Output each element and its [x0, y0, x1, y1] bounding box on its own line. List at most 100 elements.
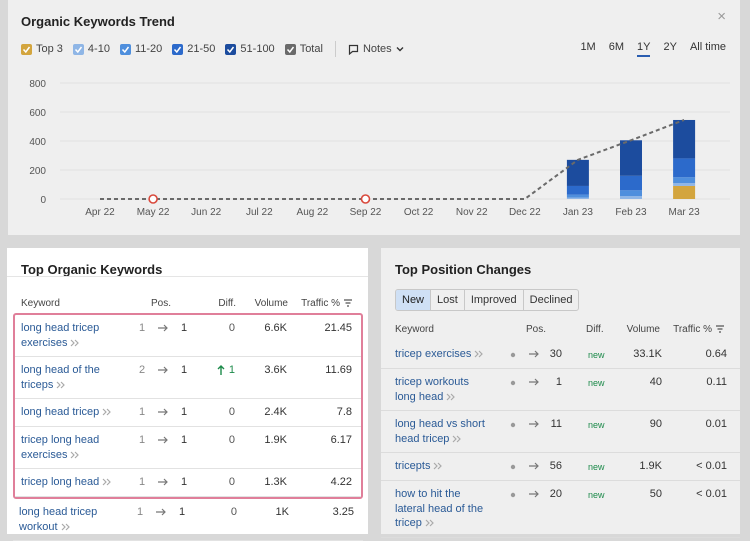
- keyword-text: long head of the triceps: [21, 364, 100, 391]
- difference: new: [588, 420, 605, 430]
- x-tick-label: Aug 22: [297, 207, 329, 218]
- change-row: tricep exercises 30 new 33.1K 0.64: [381, 341, 740, 369]
- trend-chart: 0 200 400 600 800 Apr 22 May 22 Jun 22 Jul 22 Aug…: [29, 79, 730, 218]
- position: 1: [181, 434, 188, 446]
- chevron-icon: [56, 381, 66, 389]
- difference: new: [588, 378, 605, 388]
- difference-value: 0: [228, 406, 235, 418]
- previous-position: 1: [139, 406, 146, 418]
- arrow-icon: [529, 462, 539, 470]
- legend-item[interactable]: Total: [284, 43, 323, 55]
- keyword-link[interactable]: long head tricep workout: [19, 505, 123, 534]
- traffic: 0.01: [705, 418, 727, 430]
- range-selector: 1M 6M 1Y 2Y All time: [580, 41, 726, 57]
- notes-icon: [348, 44, 359, 55]
- bar-segment: [620, 196, 642, 199]
- volume: 6.6K: [264, 322, 287, 334]
- separator: [334, 41, 336, 57]
- volume: 3.6K: [264, 364, 287, 376]
- no-position-dot: [510, 380, 516, 386]
- traffic: 7.8: [336, 406, 352, 418]
- no-position-dot: [510, 492, 516, 498]
- legend-label: 51-100: [240, 43, 275, 55]
- y-tick-label: 800: [29, 79, 46, 90]
- traffic: 21.45: [324, 322, 352, 334]
- legend-checkbox: [172, 43, 184, 55]
- previous-position: 1: [139, 476, 146, 488]
- y-tick-label: 0: [40, 195, 46, 206]
- range-button[interactable]: All time: [689, 41, 726, 53]
- keyword-link[interactable]: tricep exercises: [395, 347, 487, 362]
- legend-item[interactable]: 51-100: [225, 43, 275, 55]
- position-changes-card: Top Position Changes New Lost Improved Decl…: [381, 248, 740, 538]
- legend-checkbox: [284, 43, 296, 55]
- range-button[interactable]: 2Y: [663, 41, 677, 53]
- keyword-link[interactable]: tricep workouts long head: [395, 375, 487, 404]
- tab[interactable]: New: [396, 290, 432, 310]
- x-tick-label: May 22: [137, 207, 170, 218]
- x-tick-label: Jun 22: [191, 207, 221, 218]
- traffic: 0.11: [706, 376, 727, 388]
- no-position-dot: [510, 422, 516, 428]
- keyword-link[interactable]: how to hit the lateral head of the trice…: [395, 487, 487, 531]
- legend: Top 3 4-10 11-20 21-50 51-100 Total Notes: [21, 41, 404, 57]
- sort-icon: [344, 299, 352, 307]
- position: 56: [549, 460, 562, 472]
- keyword-link[interactable]: long head vs short head tricep: [395, 417, 487, 446]
- x-tick-label: Jul 22: [246, 207, 273, 218]
- keyword-link[interactable]: tricep long head exercises: [21, 433, 125, 462]
- tab[interactable]: Improved: [465, 290, 524, 310]
- column-header: Traffic %: [301, 298, 353, 309]
- legend-item[interactable]: Top 3: [21, 43, 63, 55]
- notes-button[interactable]: Notes: [348, 43, 404, 55]
- volume: 90: [649, 418, 662, 430]
- trend-panel: Organic Keywords Trend × Top 3 4-10 11-20 2…: [8, 0, 740, 235]
- keyword-text: long head tricep exercises: [21, 322, 100, 349]
- range-button[interactable]: 1M: [580, 41, 596, 53]
- check-icon: [74, 46, 83, 53]
- difference-value: 1: [228, 364, 235, 376]
- change-row: tricep workouts long head 1 new 40 0.11: [381, 369, 740, 411]
- range-button[interactable]: 1Y: [637, 41, 651, 57]
- keyword-row: long head tricep workout 1 1 0 1K 3.25: [13, 499, 363, 541]
- traffic: 11.69: [325, 364, 352, 376]
- tabs: New Lost Improved Declined: [395, 289, 580, 311]
- column-header: Pos.: [151, 298, 172, 309]
- check-icon: [227, 46, 235, 53]
- traffic: 3.25: [332, 506, 354, 518]
- legend-checkbox: [21, 43, 32, 55]
- traffic: 4.22: [330, 476, 352, 488]
- keyword-link[interactable]: long head tricep exercises: [21, 321, 125, 350]
- difference: 1: [217, 363, 235, 378]
- tab[interactable]: Lost: [431, 290, 465, 310]
- bar-segment: [673, 177, 696, 184]
- legend-item[interactable]: 11-20: [119, 43, 162, 55]
- traffic: < 0.01: [696, 488, 727, 500]
- keyword-row: long head tricep exercises 1 1 0 6.6K 21.45: [15, 315, 361, 357]
- tab[interactable]: Declined: [529, 294, 573, 306]
- keyword-text: tricep workouts long head: [395, 376, 469, 403]
- chevron-icon: [453, 435, 462, 443]
- legend-item[interactable]: 4-10: [72, 43, 110, 55]
- range-button[interactable]: 6M: [608, 41, 624, 53]
- keyword-link[interactable]: tricepts: [395, 459, 487, 474]
- bar-segment: [566, 159, 589, 186]
- legend-item[interactable]: 21-50: [172, 43, 215, 55]
- close-button[interactable]: ×: [717, 8, 726, 25]
- difference: 0: [229, 321, 235, 336]
- column-header: Keyword: [21, 298, 60, 309]
- legend-checkbox: [119, 43, 131, 55]
- chevron-icon: [71, 339, 80, 347]
- x-tick-label: Feb 23: [615, 207, 647, 218]
- top-keywords-card: Top Organic Keywords Keyword Pos. Diff. Vol…: [7, 248, 368, 541]
- bar-segment: [620, 175, 642, 191]
- traffic: < 0.01: [696, 460, 727, 472]
- keyword-link[interactable]: long head of the triceps: [21, 363, 125, 392]
- keyword-row: tricep long head 1 1 0 1.3K 4.22: [15, 469, 361, 497]
- keyword-link[interactable]: tricep long head: [21, 475, 125, 490]
- y-tick-label: 400: [29, 137, 46, 148]
- keyword-link[interactable]: long head tricep: [21, 405, 125, 420]
- bar-segment: [673, 119, 696, 159]
- bar-segment: [566, 197, 589, 199]
- column-header: Volume: [626, 324, 660, 335]
